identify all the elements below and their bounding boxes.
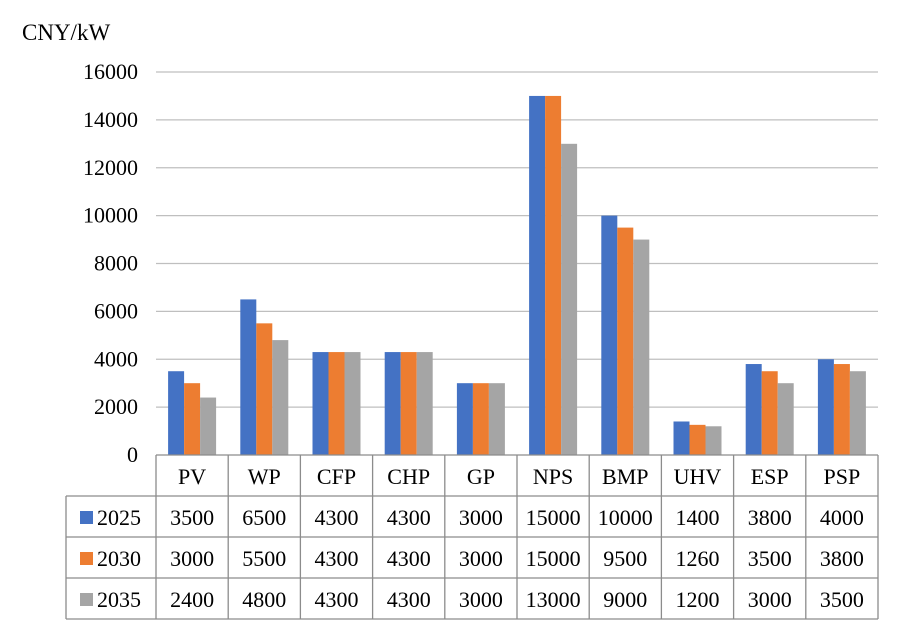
table-cell-value: 4000: [820, 505, 864, 530]
table-cell-value: 3000: [459, 546, 503, 571]
table-cell-value: 3000: [748, 587, 792, 612]
bar-2030-pv: [184, 383, 201, 455]
bar-2030-nps: [545, 95, 562, 455]
bar-2030-uhv: [689, 424, 706, 455]
table-cell-value: 6500: [242, 505, 286, 530]
y-tick-label: 8000: [94, 251, 138, 276]
bar-2030-bmp: [617, 227, 634, 455]
category-label: BMP: [602, 464, 648, 489]
legend-swatch-2025: [80, 511, 93, 524]
bar-2025-wp: [240, 299, 257, 455]
bar-2025-bmp: [601, 215, 618, 455]
category-label: PV: [178, 464, 206, 489]
table-cell-value: 4300: [387, 546, 431, 571]
bar-2025-chp: [384, 352, 401, 455]
category-label: ESP: [751, 464, 789, 489]
table-cell-value: 3500: [170, 505, 214, 530]
y-tick-label: 0: [127, 442, 138, 467]
bars: [168, 95, 866, 455]
bar-2025-nps: [529, 95, 546, 455]
table-cell-value: 3000: [170, 546, 214, 571]
bar-2030-psp: [833, 364, 850, 455]
bar-2025-pv: [168, 371, 185, 455]
category-label: GP: [467, 464, 495, 489]
bar-2035-nps: [561, 143, 578, 455]
bar-2035-uhv: [705, 426, 722, 455]
table-cell-value: 10000: [598, 505, 653, 530]
bar-2030-chp: [400, 352, 417, 455]
y-tick-label: 14000: [83, 107, 138, 132]
bar-2035-esp: [777, 383, 794, 455]
category-label: PSP: [824, 464, 861, 489]
bar-2030-esp: [761, 371, 778, 455]
table-cell-value: 3800: [820, 546, 864, 571]
data-table: PV WP CFP CHP GP NPS BMP UHV ESP PSP 2025 3500 6500 4…: [65, 454, 879, 620]
table-cell-value: 13000: [526, 587, 581, 612]
bar-2035-psp: [849, 371, 866, 455]
bar-2035-cfp: [344, 352, 361, 455]
table-cell-value: 4300: [315, 587, 359, 612]
table-cell-value: 4300: [387, 505, 431, 530]
y-tick-label: 4000: [94, 346, 138, 371]
table-cell-value: 3000: [459, 505, 503, 530]
bar-2035-gp: [488, 383, 505, 455]
y-tick-label: 6000: [94, 298, 138, 323]
category-label: CHP: [387, 464, 430, 489]
bar-2025-psp: [817, 359, 834, 455]
bar-2035-bmp: [633, 239, 650, 455]
y-tick-label: 2000: [94, 394, 138, 419]
legend-label-2030: 2030: [97, 546, 141, 571]
table-cell-value: 3000: [459, 587, 503, 612]
legend-label-2035: 2035: [97, 587, 141, 612]
category-label: WP: [248, 464, 281, 489]
table-cell-value: 3500: [820, 587, 864, 612]
y-tick-label: 12000: [83, 155, 138, 180]
y-axis-unit-label: CNY/kW: [22, 20, 110, 45]
table-cell-value: 3800: [748, 505, 792, 530]
table-cell-value: 15000: [526, 505, 581, 530]
bar-2025-cfp: [312, 352, 329, 455]
category-label: CFP: [317, 464, 356, 489]
bar-2025-uhv: [673, 421, 690, 455]
table-cell-value: 4300: [315, 546, 359, 571]
y-axis-ticks: 0 2000 4000 6000 8000 10000 12000 14000 16000: [83, 59, 138, 467]
bar-2025-esp: [745, 364, 762, 455]
table-cell-value: 9500: [603, 546, 647, 571]
table-cell-value: 2400: [170, 587, 214, 612]
bar-2035-wp: [272, 340, 289, 455]
category-label: NPS: [533, 464, 573, 489]
table-cell-value: 4300: [315, 505, 359, 530]
bar-2030-gp: [472, 383, 489, 455]
legend-label-2025: 2025: [97, 505, 141, 530]
bar-2030-wp: [256, 323, 273, 455]
bar-2035-chp: [416, 352, 433, 455]
table-cell-value: 4800: [242, 587, 286, 612]
category-label: UHV: [674, 464, 722, 489]
table-cell-value: 1260: [676, 546, 720, 571]
bar-2035-pv: [200, 397, 217, 455]
bar-2025-gp: [456, 383, 473, 455]
table-cell-value: 9000: [603, 587, 647, 612]
table-cell-value: 1200: [676, 587, 720, 612]
y-tick-label: 10000: [83, 203, 138, 228]
y-tick-label: 16000: [83, 59, 138, 84]
table-cell-value: 1400: [676, 505, 720, 530]
bar-2030-cfp: [328, 352, 345, 455]
legend-swatch-2035: [80, 593, 93, 606]
table-cell-value: 15000: [526, 546, 581, 571]
table-cell-value: 4300: [387, 587, 431, 612]
table-cell-value: 5500: [242, 546, 286, 571]
table-cell-value: 3500: [748, 546, 792, 571]
legend-swatch-2030: [80, 552, 93, 565]
